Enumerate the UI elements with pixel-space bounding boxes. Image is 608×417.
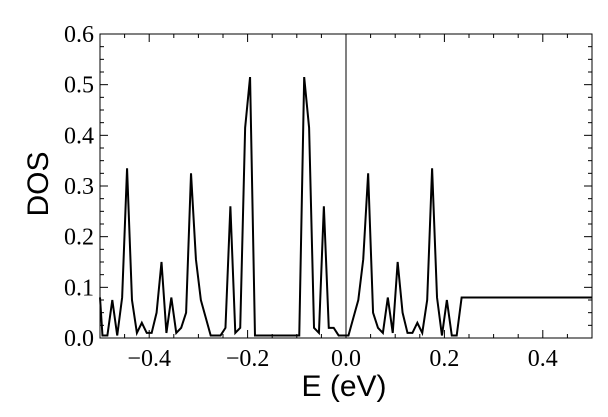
x-tick-label: −0.2	[226, 346, 270, 372]
y-tick-label: 0.2	[64, 225, 94, 251]
x-tick-label: 0.4	[528, 346, 558, 372]
x-tick-label: 0.0	[331, 346, 361, 372]
dos-series-line	[99, 76, 592, 337]
y-tick-label: 0.0	[64, 326, 94, 352]
y-tick-label: 0.1	[64, 275, 94, 301]
series-layer	[99, 76, 592, 337]
axis-tick-labels: −0.4 −0.2 0.0 0.2 0.4 0.0 0.1 0.2 0.3 0.4 0.5 0.6	[64, 22, 558, 372]
y-tick-label: 0.5	[64, 73, 94, 99]
x-axis-title: E (eV)	[301, 370, 386, 403]
y-axis-title: DOS	[22, 151, 55, 216]
y-tick-label: 0.3	[64, 174, 94, 200]
x-tick-label: 0.2	[429, 346, 459, 372]
plot-frame	[99, 33, 593, 339]
y-tick-label: 0.6	[64, 22, 94, 48]
x-tick-label: −0.4	[127, 346, 171, 372]
y-tick-label: 0.4	[64, 123, 94, 149]
